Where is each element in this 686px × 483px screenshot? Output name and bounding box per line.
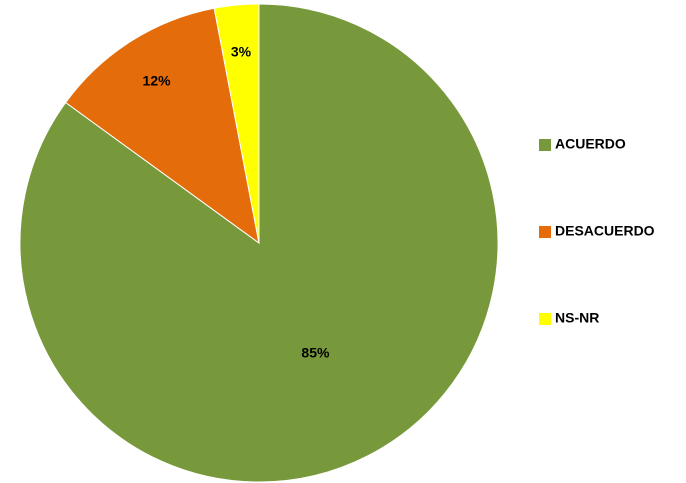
- legend-swatch: [539, 313, 551, 325]
- data-label: 3%: [231, 43, 252, 59]
- pie-slice: [213, 3, 260, 244]
- legend-label: ACUERDO: [555, 136, 626, 152]
- legend-swatch: [539, 139, 551, 151]
- pie-slice: [64, 7, 260, 245]
- legend-swatch: [539, 226, 551, 238]
- data-label: 12%: [143, 72, 172, 88]
- legend-label: DESACUERDO: [555, 223, 655, 239]
- data-label: 85%: [301, 344, 330, 360]
- legend-label: NS-NR: [555, 310, 599, 326]
